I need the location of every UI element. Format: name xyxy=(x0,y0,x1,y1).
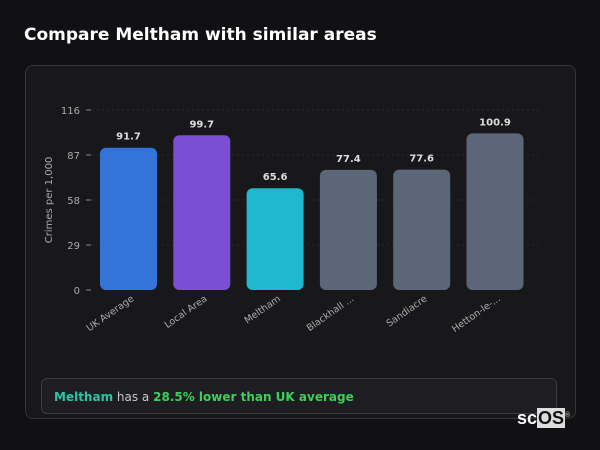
bar-value-label: 100.9 xyxy=(479,117,511,128)
bar-value-label: 91.7 xyxy=(116,132,141,143)
y-tick-label: 87 xyxy=(67,151,80,162)
y-tick-label: 58 xyxy=(67,196,80,207)
summary-box: Meltham has a 28.5% lower than UK averag… xyxy=(41,378,557,414)
bar xyxy=(246,188,304,290)
summary-text: has a xyxy=(113,390,154,404)
bar xyxy=(466,133,524,290)
page-title: Compare Meltham with similar areas xyxy=(24,25,377,45)
logo-mark: ® xyxy=(565,412,571,419)
x-tick-label: Blackhall ... xyxy=(305,293,356,334)
logo-left: sc xyxy=(517,408,538,428)
x-tick-label: Local Area xyxy=(163,293,210,330)
bar xyxy=(393,169,451,290)
y-tick-label: 0 xyxy=(74,286,80,297)
bar-value-label: 77.4 xyxy=(336,154,361,165)
y-tick-label: 29 xyxy=(67,241,80,252)
scos-logo: scOS® xyxy=(517,408,570,429)
y-axis-label: Crimes per 1,000 xyxy=(44,157,55,244)
logo-right: OS xyxy=(537,408,566,428)
bar-value-label: 99.7 xyxy=(189,119,214,130)
bar xyxy=(319,169,377,290)
x-tick-label: Meltham xyxy=(243,293,283,326)
summary-area: Meltham xyxy=(54,390,114,404)
bar-value-label: 65.6 xyxy=(263,172,288,183)
summary-comparison: 28.5% lower than UK average xyxy=(153,390,354,404)
x-tick-label: Hetton-le-... xyxy=(450,293,503,335)
y-tick-label: 116 xyxy=(61,106,80,117)
bar-value-label: 77.6 xyxy=(409,154,434,165)
x-tick-label: Sandiacre xyxy=(384,293,429,329)
bar xyxy=(100,147,157,290)
bar xyxy=(173,135,231,290)
x-tick-label: UK Average xyxy=(85,293,137,334)
